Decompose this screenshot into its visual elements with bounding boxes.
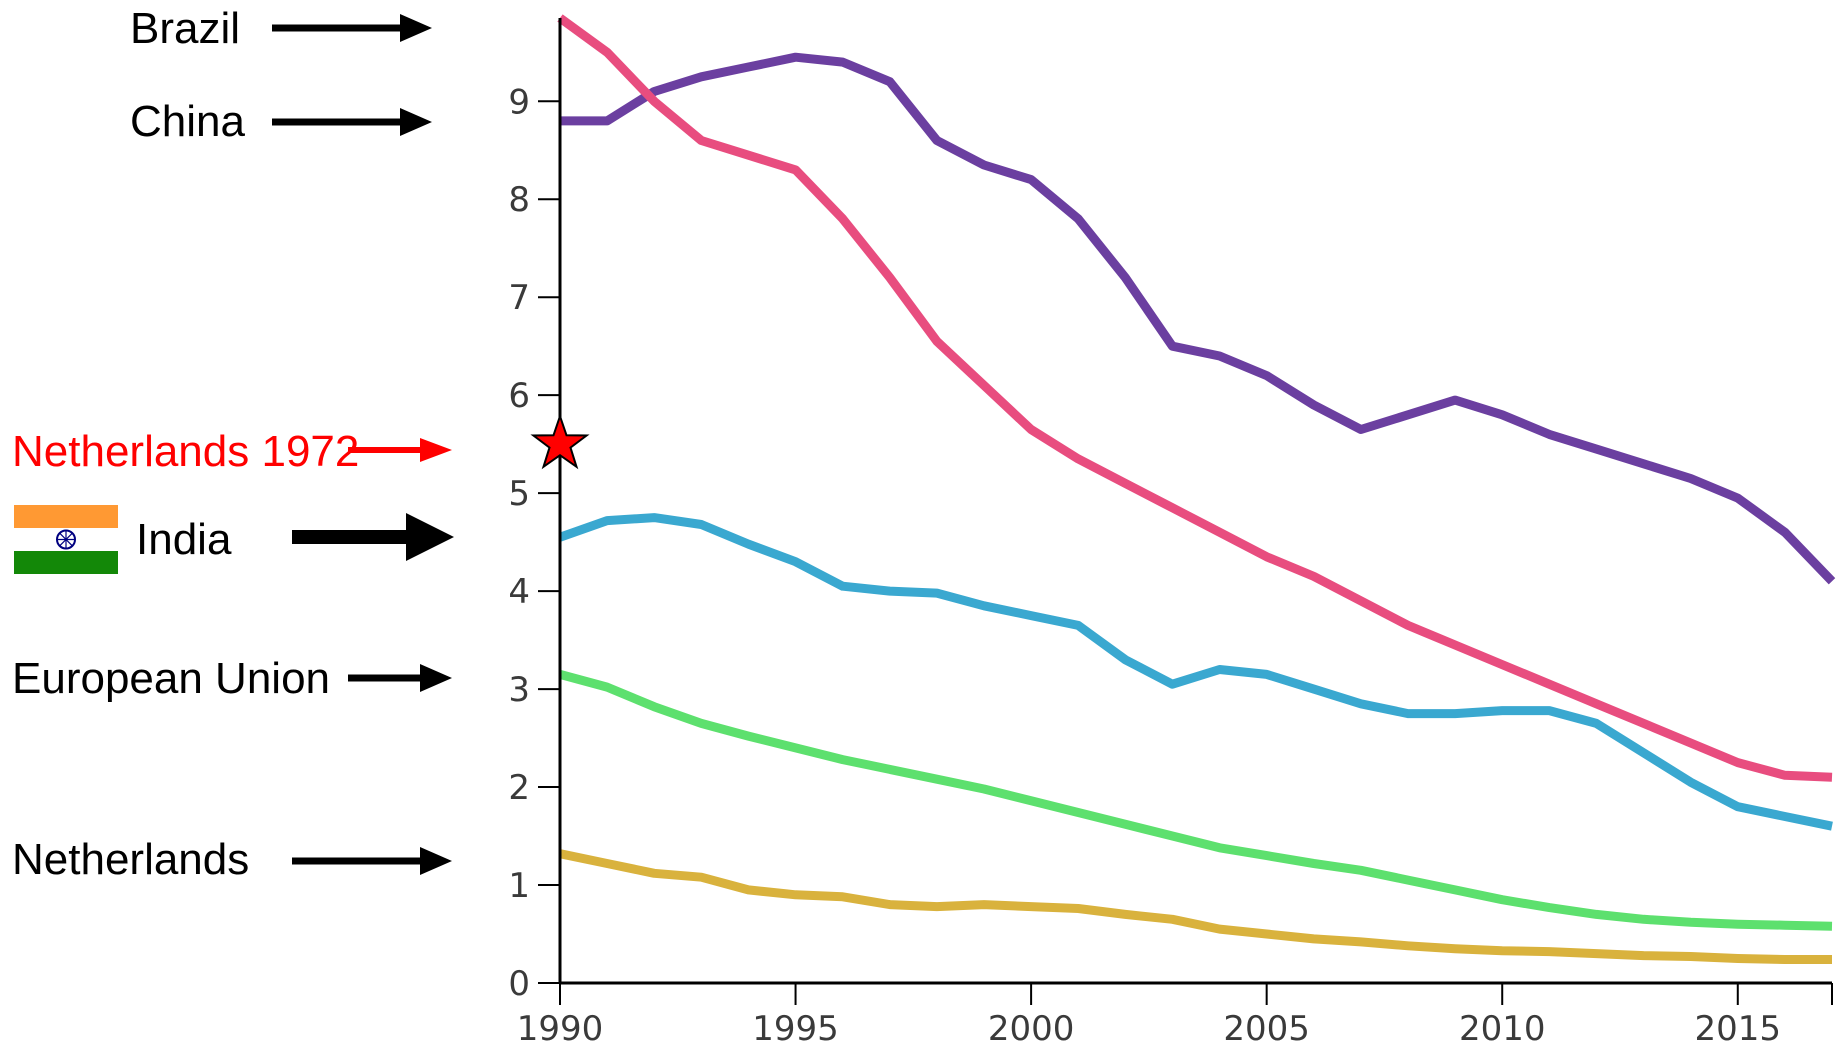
label-china: China <box>130 100 245 144</box>
netherlands-arrow <box>292 847 452 875</box>
india-flag-icon <box>14 505 118 574</box>
y-tick-label: 4 <box>508 572 530 612</box>
y-tick-label: 7 <box>508 278 530 318</box>
y-tick-label: 3 <box>508 670 530 710</box>
label-netherlands-1972: Netherlands 1972 <box>12 430 359 474</box>
label-india: India <box>136 518 231 562</box>
x-tick-label: 1995 <box>752 1009 839 1049</box>
netherlands-1972-arrow <box>348 438 452 462</box>
label-netherlands: Netherlands <box>12 838 249 882</box>
series-line-3 <box>560 518 1832 827</box>
y-tick-label: 8 <box>508 180 530 220</box>
y-tick-label: 6 <box>508 376 530 416</box>
x-tick-label: 2000 <box>988 1009 1075 1049</box>
y-tick-label: 1 <box>508 866 530 906</box>
x-tick-label: 1990 <box>517 1009 604 1049</box>
label-brazil: Brazil <box>130 7 240 51</box>
series-layer <box>560 18 1832 960</box>
x-tick-label: 2010 <box>1459 1009 1546 1049</box>
x-tick-label: 2005 <box>1223 1009 1310 1049</box>
india-arrow <box>292 513 454 561</box>
axes-layer: 0 1 2 3 4 5 6 7 8 9 1990 1995 2000 2005 2010 2015 <box>508 18 1832 1049</box>
series-line-1 <box>560 57 1832 581</box>
china-arrow <box>272 108 432 136</box>
x-tick-label: 2015 <box>1695 1009 1782 1049</box>
series-line-2 <box>560 18 1832 777</box>
series-line-5 <box>560 854 1832 960</box>
y-ticks: 0 1 2 3 4 5 6 7 8 9 <box>508 82 560 1004</box>
y-tick-label: 9 <box>508 82 530 122</box>
y-tick-label: 2 <box>508 768 530 808</box>
european-union-arrow <box>348 664 452 692</box>
y-tick-label: 0 <box>508 964 530 1004</box>
y-tick-label: 5 <box>508 474 530 514</box>
label-european-union: European Union <box>12 657 330 701</box>
brazil-arrow <box>272 14 432 42</box>
x-ticks: 1990 1995 2000 2005 2010 2015 <box>517 983 1832 1049</box>
